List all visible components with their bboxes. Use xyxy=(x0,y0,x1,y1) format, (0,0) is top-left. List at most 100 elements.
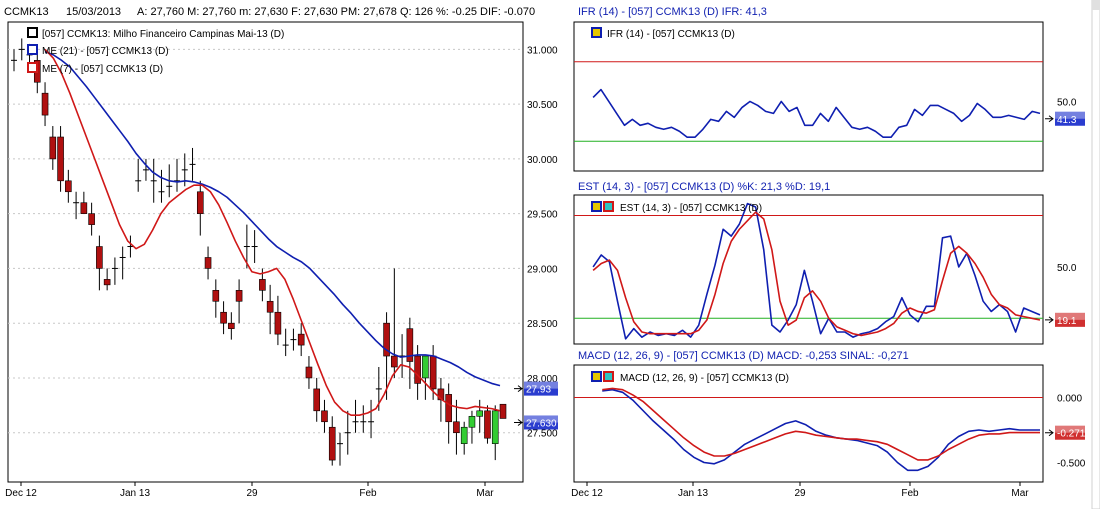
candle xyxy=(344,410,351,455)
candle xyxy=(235,279,243,324)
candle xyxy=(11,49,17,72)
macd-badge: -0.271 xyxy=(1045,425,1086,440)
ifr-plot-area[interactable] xyxy=(573,21,1044,172)
candle-body xyxy=(204,257,212,269)
candle-body xyxy=(57,136,64,182)
candle-body xyxy=(422,355,429,379)
macd-legend-swatch-signal xyxy=(603,371,614,382)
candle-body xyxy=(96,246,103,269)
price-x-label: Jan 13 xyxy=(120,488,150,499)
candle-body xyxy=(406,328,414,362)
price-x-label: Dec 12 xyxy=(5,488,37,499)
candle xyxy=(88,202,95,236)
candle-body xyxy=(437,388,445,401)
macd-legend-label: MACD (12, 26, 9) - [057] CCMK13 (D) xyxy=(620,373,789,384)
price-x-label: Mar xyxy=(476,488,494,499)
candle-body xyxy=(468,415,476,428)
macd-badge-gloss xyxy=(1055,425,1085,433)
candle-body xyxy=(88,213,95,225)
candle xyxy=(49,126,57,170)
ifr-badge: 41.3 xyxy=(1045,111,1085,126)
candle-body xyxy=(305,366,313,379)
est-header: EST (14, 3) - [057] CCMK13 (D) %K: 21,3 … xyxy=(578,181,830,193)
candle-body xyxy=(429,355,437,390)
ifr-y-axis: 50.0 xyxy=(1057,97,1077,108)
price-x-label: 29 xyxy=(246,488,258,499)
candle xyxy=(453,399,460,455)
candle xyxy=(65,169,72,203)
ifr-series xyxy=(592,88,1041,139)
est-level-lines xyxy=(574,215,1043,319)
me21-line xyxy=(44,50,501,387)
macd-panel[interactable]: MACD (12, 26, 9) - [057] CCMK13 (D) MACD… xyxy=(571,350,1086,499)
candle xyxy=(119,246,126,280)
candle-body xyxy=(321,410,328,423)
macd-header: MACD (12, 26, 9) - [057] CCMK13 (D) MACD… xyxy=(578,350,909,362)
price-plot-area[interactable] xyxy=(7,21,524,483)
candle xyxy=(391,268,398,378)
ifr-badge-box xyxy=(1055,111,1085,126)
candle xyxy=(445,383,452,444)
candle xyxy=(290,328,297,351)
vertical-scrollbar[interactable] xyxy=(1091,0,1100,509)
est-y-tick-label: 50.0 xyxy=(1057,263,1077,274)
est-value-badge: 19.1 xyxy=(1045,312,1085,327)
price-value-badges: 27.93 27.630 xyxy=(514,381,558,430)
candle xyxy=(499,403,507,419)
price-candles xyxy=(11,38,507,466)
est-panel[interactable]: EST (14, 3) - [057] CCMK13 (D) %K: 21,3 … xyxy=(573,181,1085,345)
candle xyxy=(491,405,499,461)
price-y-axis: 31.000 30.500 30.000 29.500 29.000 28.500 28.0… xyxy=(527,45,558,439)
price-badge: 27.93 xyxy=(514,381,558,396)
candle xyxy=(305,356,313,389)
indicator-x-label: Mar xyxy=(1011,488,1029,499)
price-y-tick-label: 27.500 xyxy=(527,429,558,440)
price-header: CCMK13 15/03/2013 A: 27,760 M: 27,760 m:… xyxy=(4,6,535,18)
price-y-tick-label: 31.000 xyxy=(527,45,558,56)
candle xyxy=(422,355,429,400)
est-legend-swatch-d xyxy=(603,201,614,212)
candle-body xyxy=(414,355,421,384)
macd-plot-area[interactable] xyxy=(573,364,1044,483)
candle-body xyxy=(313,388,321,412)
est-badge: 19.1 xyxy=(1045,312,1085,327)
candle xyxy=(274,295,282,346)
candle xyxy=(142,158,149,181)
est-badge-arrow xyxy=(1045,316,1054,324)
price-y-tick-label: 30.000 xyxy=(527,155,558,166)
est-y-axis: 50.0 xyxy=(1057,263,1077,274)
candle xyxy=(243,224,250,269)
ifr-panel[interactable]: IFR (14) - [057] CCMK13 (D) IFR: 41,3 50… xyxy=(573,6,1085,172)
candle xyxy=(406,317,414,389)
ifr-ifr-14--line xyxy=(592,88,1041,139)
est-plot-area[interactable] xyxy=(573,194,1044,345)
candle xyxy=(352,399,359,433)
candle xyxy=(282,328,289,357)
price-badge-text: 27.93 xyxy=(526,385,551,396)
candle xyxy=(383,312,390,400)
price-panel[interactable]: 31.000 30.500 30.000 29.500 29.000 28.500 28.0… xyxy=(5,21,558,499)
candle-body xyxy=(80,202,88,214)
candle-body xyxy=(103,279,111,286)
candle xyxy=(111,257,118,285)
candle xyxy=(80,191,88,214)
date-label: 15/03/2013 xyxy=(66,6,121,18)
candle-body xyxy=(259,279,266,291)
candle xyxy=(313,377,321,422)
candle xyxy=(103,268,111,291)
candle-body xyxy=(453,421,460,434)
ifr-level-lines xyxy=(574,61,1043,142)
indicator-x-label: Feb xyxy=(901,488,919,499)
candle xyxy=(360,405,367,433)
price-y-tick-label: 29.000 xyxy=(527,264,558,275)
price-y-tick-label: 28.000 xyxy=(527,374,558,385)
scrollbar-up-arrow[interactable] xyxy=(1092,0,1100,10)
candle-body xyxy=(499,403,507,419)
legend-me21-label: ME (21) - [057] CCMK13 (D) xyxy=(42,46,169,57)
candle xyxy=(18,38,25,61)
candle-body xyxy=(274,311,282,335)
candle-body xyxy=(49,136,57,160)
est-legend-swatch-k xyxy=(591,201,602,212)
price-badge-box xyxy=(524,381,558,396)
candle xyxy=(368,399,375,439)
